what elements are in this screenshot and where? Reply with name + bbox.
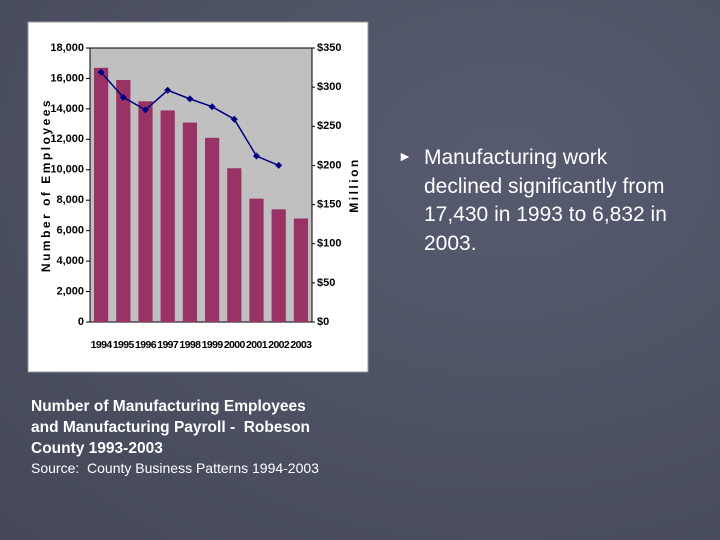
caption: Number of Manufacturing Employees and Man… — [31, 396, 310, 459]
line-marker — [230, 115, 238, 123]
bar — [271, 209, 286, 322]
x-tick-label: 2003 — [290, 339, 312, 351]
y-tick-label: 14,000 — [50, 103, 84, 115]
bullet-line: declined significantly from — [424, 174, 665, 198]
y-tick-label: 4,000 — [56, 255, 84, 267]
caption-line: Number of Manufacturing Employees — [31, 398, 306, 415]
y2-tick-label: $50 — [317, 277, 335, 289]
line-marker — [208, 103, 216, 111]
y-tick-label: 8,000 — [56, 194, 84, 206]
line-marker — [164, 86, 172, 94]
y2-tick-label: $100 — [317, 238, 341, 250]
x-tick-label: 2002 — [268, 339, 290, 351]
y-tick-label: 10,000 — [50, 164, 84, 176]
y2-tick-label: $0 — [317, 316, 329, 328]
y2-tick-label: $300 — [317, 81, 341, 93]
x-tick-label: 2000 — [224, 339, 246, 351]
bar — [116, 79, 131, 322]
bullet-line: Manufacturing work — [424, 146, 608, 169]
y-tick-label: 2,000 — [56, 285, 84, 297]
y2-tick-label: $350 — [317, 42, 341, 54]
caption-line: and Manufacturing Payroll - Robeson — [31, 419, 311, 436]
bar — [249, 198, 264, 322]
y-tick-label: 18,000 — [50, 42, 84, 54]
y2-axis-title: Million — [347, 157, 361, 213]
bar — [160, 110, 175, 323]
bar — [93, 67, 109, 323]
bar — [204, 137, 220, 322]
bullet-line: 17,430 in 1993 to 6,832 in — [424, 203, 667, 226]
y2-tick-label: $150 — [317, 198, 341, 210]
x-tick-label: 1998 — [179, 339, 201, 351]
x-tick-label: 1994 — [91, 339, 113, 351]
y2-tick-label: $250 — [317, 120, 341, 132]
bullet-marker: ► — [398, 148, 412, 164]
bar — [182, 122, 198, 322]
bullet-text: Manufacturing work declined significantly… — [424, 144, 667, 258]
y-tick-label: 0 — [78, 316, 84, 328]
x-tick-label: 1999 — [202, 339, 224, 351]
caption-line: County 1993-2003 — [31, 440, 163, 457]
bar — [227, 168, 242, 322]
y2-tick-label: $200 — [317, 159, 341, 171]
bar — [138, 101, 153, 323]
line-marker — [186, 95, 194, 103]
y-axis-title: Number of Employees — [39, 98, 53, 272]
x-tick-label: 2001 — [246, 339, 268, 351]
x-tick-label: 1995 — [113, 339, 135, 351]
bar — [293, 218, 309, 322]
x-tick-label: 1996 — [135, 339, 157, 351]
source: Source: County Business Patterns 1994-20… — [31, 460, 319, 476]
y-tick-label: 12,000 — [50, 133, 84, 145]
line-marker — [97, 68, 105, 76]
x-tick-label: 1997 — [157, 339, 179, 351]
line-marker — [275, 161, 283, 169]
line-marker — [142, 106, 149, 114]
line-marker — [119, 93, 127, 101]
bullet-line: 2003. — [424, 231, 477, 255]
y-tick-label: 6,000 — [56, 225, 84, 237]
line-marker — [253, 152, 260, 160]
y-tick-label: 16,000 — [50, 72, 84, 84]
